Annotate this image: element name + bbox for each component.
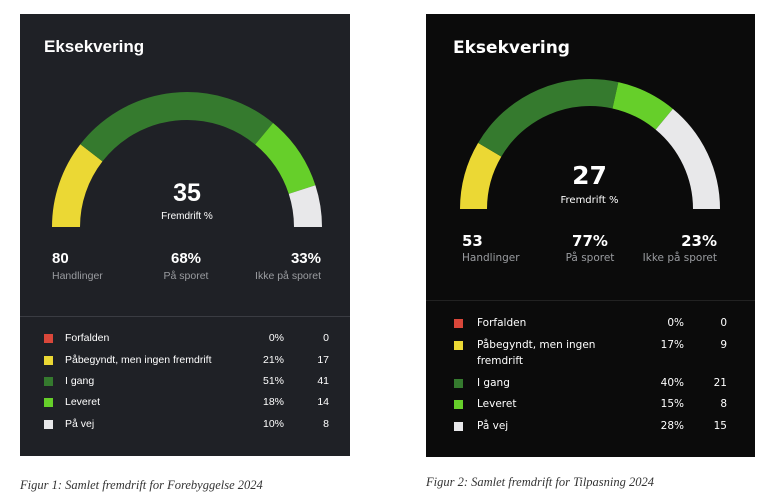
gauge-segment-4 [655,108,720,210]
execution-card-tilpasning: Eksekvering 27 Fremdrift % 53 Handlinger 77% P… [426,14,755,457]
legend-label: I gang [65,375,95,387]
legend-label: Påbegyndt, men ingen fremdrift [65,354,212,366]
progress-value: 35 [173,179,201,207]
legend-swatch [44,356,53,365]
stat-value: 23% [681,232,717,250]
legend-label: I gang [477,377,510,389]
legend-percent: 0% [667,317,684,329]
legend-count: 0 [323,332,329,344]
progress-gauge [460,79,720,210]
gauge-segment-1 [52,144,103,228]
stat-label: Ikke på sporet [642,252,717,264]
legend-swatch [454,319,463,328]
legend-count: 21 [713,377,727,389]
progress-label: Fremdrift % [560,195,619,206]
progress-label: Fremdrift % [161,211,213,222]
divider [426,300,755,301]
progress-gauge [52,92,322,228]
legend-swatch [454,400,463,409]
legend-swatch [454,341,463,350]
stat-value: 77% [572,232,608,250]
legend-percent: 51% [262,375,284,387]
legend-percent: 40% [660,377,684,389]
legend-percent: 28% [660,420,684,432]
stat-value: 53 [462,232,483,250]
legend-label: På vej [477,420,509,432]
legend-percent: 17% [660,339,684,351]
legend-swatch [44,377,53,386]
legend-label: Leveret [477,398,517,410]
legend-label: Påbegyndt, men ingen fremdrift [477,339,596,367]
legend-count: 17 [317,354,329,366]
gauge-segment-3 [612,82,673,130]
stat-value: 80 [52,250,69,267]
divider [20,316,350,317]
legend-percent: 0% [268,332,284,344]
stat-label: På sporet [565,252,615,264]
gauge-segment-2 [478,79,619,157]
stat-value: 33% [290,250,321,267]
stat-label: Handlinger [462,252,520,264]
legend-count: 9 [720,339,727,351]
legend-label: Leveret [65,396,101,408]
legend-swatch [44,398,53,407]
legend-swatch [454,422,463,431]
legend-count: 8 [720,398,727,410]
stat-label: Handlinger [52,270,103,282]
execution-card-forebyggelse: Eksekvering 35 Fremdrift % 80 Handlinger 68% P… [20,14,350,456]
progress-value: 27 [572,161,607,190]
gauge-segment-3 [254,122,316,195]
stat-value: 68% [170,250,202,267]
stat-label: På sporet [163,270,209,282]
card-title: Eksekvering [44,37,145,56]
legend-percent: 18% [262,396,284,408]
legend-percent: 21% [262,354,284,366]
legend-count: 0 [720,317,727,329]
legend-swatch [44,334,53,343]
legend-count: 14 [317,396,329,408]
legend-percent: 15% [660,398,684,410]
legend-swatch [454,379,463,388]
gauge-segment-4 [288,185,322,228]
legend-label: På vej [65,418,95,430]
legend-swatch [44,420,53,429]
legend-count: 41 [317,375,329,387]
legend-label: Forfalden [65,332,110,344]
stat-label: Ikke på sporet [255,270,321,282]
legend-label: Forfalden [477,317,527,329]
figure-caption: Figur 2: Samlet fremdrift for Tilpasning… [426,475,655,489]
legend-percent: 10% [262,418,284,430]
gauge-segment-2 [80,92,274,162]
card-title: Eksekvering [453,38,570,58]
gauge-segment-1 [460,142,502,210]
legend-count: 8 [323,418,329,430]
figure-caption: Figur 1: Samlet fremdrift for Forebyggel… [20,478,263,492]
legend-count: 15 [713,420,727,432]
